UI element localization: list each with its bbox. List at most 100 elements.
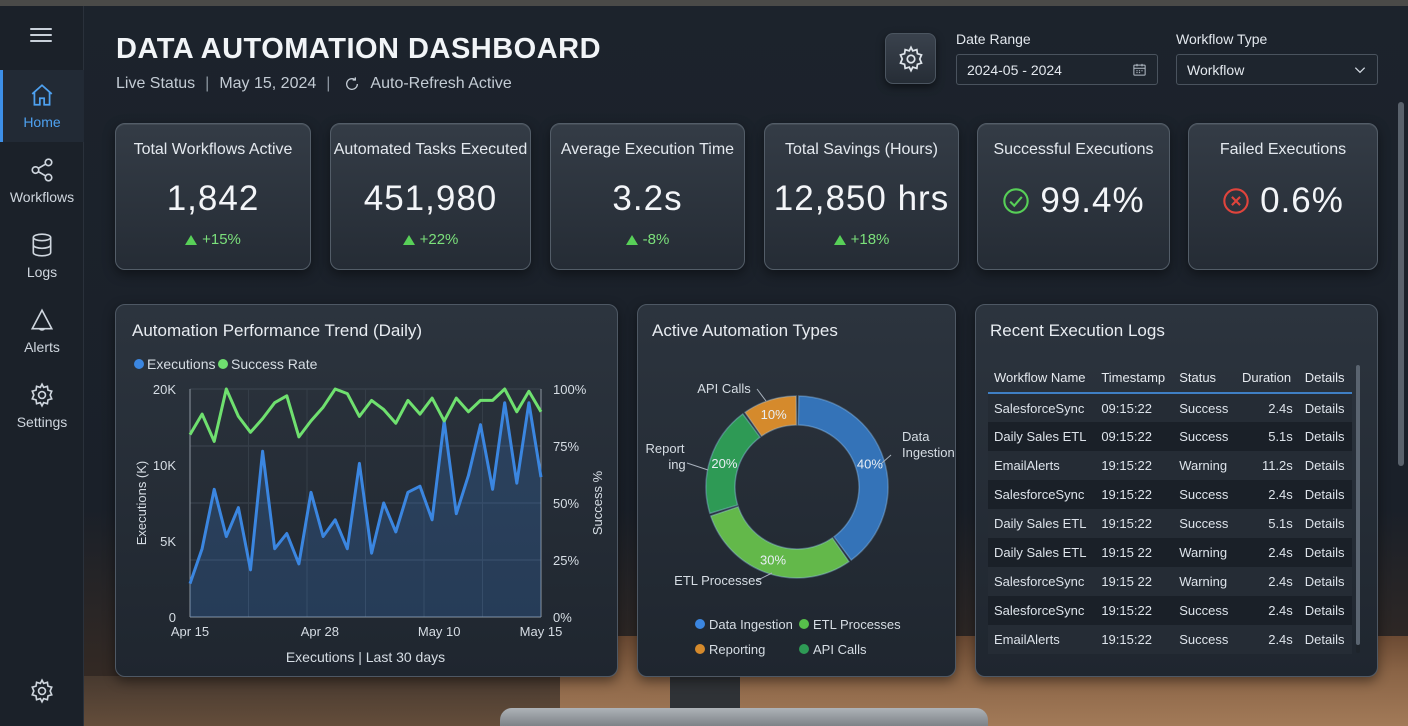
duration-cell: 2.4s	[1236, 393, 1299, 422]
sidebar-item-label: Logs	[26, 264, 58, 280]
details-link[interactable]: Details	[1298, 422, 1352, 451]
details-link[interactable]: Details	[1298, 596, 1352, 625]
status-cell: Success	[1173, 625, 1236, 654]
arrow-up-icon	[833, 234, 846, 245]
kpi-tasks-executed: Automated Tasks Executed 451,980 +22%	[330, 123, 531, 270]
details-link[interactable]: Details	[1298, 567, 1352, 596]
sidebar-item-workflows[interactable]: Workflows	[0, 145, 84, 217]
kpi-value: 99.4%	[978, 181, 1169, 221]
workflow-name-cell: Daily Sales ETL	[988, 509, 1096, 538]
sidebar-item-label: Home	[23, 114, 61, 130]
table-row[interactable]: SalesforceSync 19:15:22 Success 2.4s Details	[988, 480, 1352, 509]
menu-icon[interactable]	[30, 28, 52, 42]
y-tick-label: 10K	[153, 458, 176, 473]
calendar-icon[interactable]	[1132, 62, 1147, 77]
chart-title: Active Automation Types	[652, 321, 838, 340]
label-leader-line	[755, 572, 773, 582]
table-row[interactable]: EmailAlerts 19:15:22 Warning 11.2s Details	[988, 451, 1352, 480]
page-title: DATA AUTOMATION DASHBOARD	[116, 33, 602, 65]
live-status-text: Live Status	[116, 75, 196, 92]
details-link[interactable]: Details	[1298, 480, 1352, 509]
refresh-icon[interactable]	[344, 76, 360, 92]
kpi-label: Total Workflows Active	[133, 141, 293, 158]
auto-refresh-text: Auto-Refresh Active	[370, 75, 512, 92]
database-icon	[32, 233, 52, 257]
sidebar-item-settings[interactable]: Settings	[0, 370, 84, 442]
workflow-name-cell: SalesforceSync	[988, 596, 1096, 625]
gear-icon	[898, 44, 923, 73]
slice-percent-label: 40%	[857, 457, 883, 472]
page-scrollbar[interactable]	[1398, 102, 1404, 466]
sidebar-item-label: Workflows	[9, 189, 75, 205]
logs-title: Recent Execution Logs	[990, 321, 1165, 340]
x-tick-label: Apr 15	[171, 624, 209, 639]
details-link[interactable]: Details	[1298, 625, 1352, 654]
slice-label: API Calls	[697, 381, 751, 396]
column-header[interactable]: Status	[1173, 363, 1236, 394]
duration-cell: 5.1s	[1236, 422, 1299, 451]
details-link[interactable]: Details	[1298, 451, 1352, 480]
status-cell: Success	[1173, 596, 1236, 625]
sidebar-item-logs[interactable]: Logs	[0, 220, 84, 292]
y-tick-label: 20K	[153, 382, 176, 397]
workflow-type-select[interactable]: Workflow	[1176, 54, 1378, 85]
date-range-input[interactable]: 2024-05 - 2024	[956, 54, 1158, 85]
column-header[interactable]: Timestamp	[1095, 363, 1174, 394]
logs-scrollbar-thumb[interactable]	[1356, 365, 1360, 645]
details-link[interactable]: Details	[1298, 509, 1352, 538]
kpi-label: Average Execution Time	[560, 141, 735, 158]
status-cell: Success	[1173, 422, 1236, 451]
y-axis-label: Executions (K)	[134, 461, 149, 546]
duration-cell: 2.4s	[1236, 567, 1299, 596]
x-tick-label: May 10	[418, 624, 461, 639]
legend-swatch	[799, 619, 809, 629]
legend-swatch	[695, 619, 705, 629]
status-cell: Success	[1173, 480, 1236, 509]
donut-slice-etl-processes	[709, 505, 851, 579]
sidebar-item-alerts[interactable]: Alerts	[0, 295, 84, 367]
details-link[interactable]: Details	[1298, 393, 1352, 422]
details-link[interactable]: Details	[1298, 538, 1352, 567]
slice-percent-label: 10%	[761, 407, 787, 422]
sidebar-item-label: Settings	[16, 414, 68, 430]
sidebar-item-label: Alerts	[24, 339, 60, 355]
table-row[interactable]: EmailAlerts 19:15:22 Success 2.4s Details	[988, 625, 1352, 654]
column-header[interactable]: Duration	[1236, 363, 1299, 394]
workflow-type-label: Workflow Type	[1176, 31, 1268, 47]
separator: |	[326, 75, 331, 92]
desk-surface-left	[84, 676, 564, 726]
current-date: May 15, 2024	[219, 75, 317, 92]
kpi-avg-execution-time: Average Execution Time 3.2s -8%	[550, 123, 745, 270]
kpi-label: Total Savings (Hours)	[785, 141, 938, 158]
legend-swatch	[799, 644, 809, 654]
kpi-label: Failed Executions	[1219, 141, 1347, 158]
window-top-edge	[0, 0, 1408, 6]
timestamp-cell: 19:15:22	[1095, 480, 1174, 509]
duration-cell: 2.4s	[1236, 625, 1299, 654]
table-row[interactable]: SalesforceSync 19:15:22 Success 2.4s Details	[988, 596, 1352, 625]
logs-scrollbar[interactable]	[1356, 365, 1360, 653]
kpi-value-text: 0.6%	[1260, 181, 1344, 220]
table-row[interactable]: Daily Sales ETL 09:15:22 Success 5.1s Detail…	[988, 422, 1352, 451]
arrow-up-icon	[625, 234, 638, 245]
table-row[interactable]: Daily Sales ETL 19:15 22 Warning 2.4s Detail…	[988, 538, 1352, 567]
timestamp-cell: 19:15 22	[1095, 567, 1174, 596]
label-leader-line	[686, 462, 709, 471]
column-header[interactable]: Details	[1298, 363, 1352, 394]
kpi-value: 451,980	[331, 179, 530, 219]
donut-slice-api-calls	[743, 395, 798, 438]
kpi-delta-text: +22%	[419, 231, 459, 248]
column-header[interactable]: Workflow Name	[988, 363, 1096, 394]
table-row[interactable]: Daily Sales ETL 19:15:22 Success 5.1s Detail…	[988, 509, 1352, 538]
settings-button[interactable]	[885, 33, 936, 84]
gear-icon[interactable]	[29, 678, 55, 704]
sidebar-item-home[interactable]: Home	[0, 70, 84, 142]
status-cell: Warning	[1173, 538, 1236, 567]
table-row[interactable]: SalesforceSync 09:15:22 Success 2.4s Details	[988, 393, 1352, 422]
status-cell: Warning	[1173, 451, 1236, 480]
donut-slice-data-ingestion	[797, 395, 889, 562]
kpi-delta: +22%	[331, 231, 530, 248]
table-row[interactable]: SalesforceSync 19:15 22 Warning 2.4s Details	[988, 567, 1352, 596]
chart-title: Automation Performance Trend (Daily)	[132, 321, 423, 340]
kpi-label: Automated Tasks Executed	[333, 141, 528, 158]
